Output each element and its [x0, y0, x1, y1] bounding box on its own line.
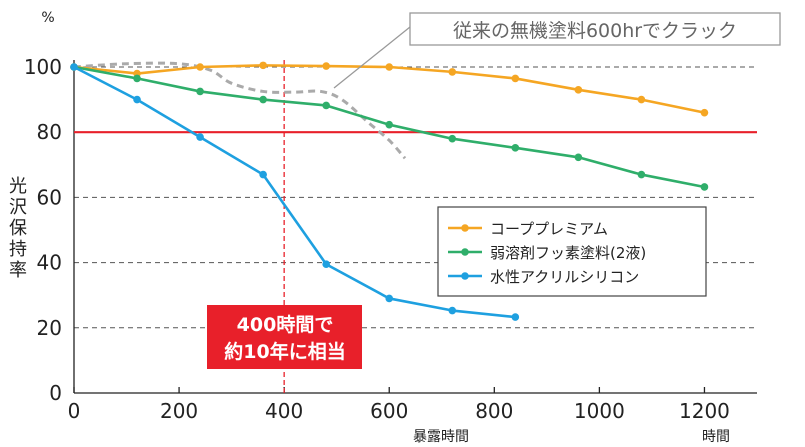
y-tick-label: 80	[37, 120, 62, 144]
x-tick-label: 200	[160, 399, 198, 423]
x-tick-label: 800	[475, 399, 513, 423]
callout-text: 従来の無機塗料600hrでクラック	[453, 19, 737, 42]
data-point	[574, 86, 583, 94]
legend-box	[437, 206, 707, 297]
y-label-char: 持	[9, 239, 27, 260]
crack-callout: 従来の無機塗料600hrでクラック	[333, 12, 781, 89]
x-tick-label: 400	[265, 399, 303, 423]
data-point	[70, 63, 78, 71]
data-point	[133, 95, 141, 104]
data-point	[385, 294, 394, 303]
y-unit-label: %	[41, 10, 54, 26]
y-tick-label: 20	[37, 316, 62, 340]
inorganic-coating-curve	[73, 61, 407, 160]
legend-marker	[461, 248, 469, 256]
legend-item: 水性アクリルシリコン	[448, 268, 639, 286]
duration-note: 400時間で 約10年に相当	[207, 305, 362, 369]
series-group	[70, 61, 709, 321]
callout-box	[409, 12, 781, 46]
data-point	[511, 74, 520, 83]
note-line-1: 400時間で	[237, 314, 334, 336]
reference-lines	[74, 60, 757, 393]
legend-label: 弱溶剤フッ素塗料(2液)	[490, 244, 646, 262]
y-tick-label: 60	[37, 185, 62, 209]
legend-marker	[461, 224, 469, 232]
series-line	[73, 65, 516, 319]
data-point	[196, 63, 204, 71]
data-point	[259, 95, 267, 104]
data-point	[511, 144, 520, 152]
data-point	[196, 87, 204, 96]
series-1	[70, 61, 709, 117]
data-point	[322, 62, 330, 70]
x-tick-label: 0	[68, 399, 81, 423]
data-point	[259, 61, 267, 70]
data-point	[322, 260, 330, 269]
data-point	[133, 74, 141, 83]
data-point	[196, 133, 204, 141]
x-axis-label: 暴露時間	[413, 429, 469, 445]
y-label-char: 沢	[9, 197, 27, 218]
data-point	[385, 120, 394, 129]
data-point	[574, 153, 583, 162]
data-point	[259, 170, 267, 179]
callout-pointer	[333, 26, 411, 89]
series-2	[70, 63, 709, 191]
data-point	[700, 183, 709, 191]
tick-labels: 0 200 400 600 800 1000 1200 0 20 40 60 80 100	[24, 55, 730, 423]
legend-label: コーププレミアム	[490, 220, 608, 238]
data-point	[637, 170, 646, 179]
inorganic-curve-line	[73, 61, 407, 160]
data-point	[448, 306, 457, 315]
legend-label: 水性アクリルシリコン	[490, 268, 639, 286]
data-point	[448, 68, 457, 76]
x-tick-label: 1200	[679, 399, 730, 423]
data-point	[385, 63, 394, 71]
y-tick-label: 40	[37, 251, 62, 275]
y-label-char: 保	[9, 218, 27, 239]
x-tick-label: 600	[370, 399, 408, 423]
y-tick-label: 0	[49, 381, 62, 405]
note-line-2: 約10年に相当	[224, 340, 345, 363]
data-point	[322, 101, 330, 110]
axes	[73, 60, 757, 394]
data-point	[637, 95, 646, 104]
legend-item: コーププレミアム	[448, 220, 608, 238]
data-point	[511, 313, 520, 321]
legend-marker	[461, 272, 469, 280]
data-point	[700, 108, 709, 117]
y-tick-label: 100	[24, 55, 62, 79]
x-tick-label: 1000	[574, 399, 625, 423]
legend-item: 弱溶剤フッ素塗料(2液)	[448, 244, 646, 262]
y-label-char: 率	[9, 260, 27, 281]
y-label-char: 光	[9, 176, 27, 197]
series-line	[73, 64, 705, 114]
note-box	[207, 305, 362, 369]
x-unit-label: 時間	[702, 429, 730, 445]
series-3	[70, 63, 520, 321]
data-point	[448, 134, 457, 143]
